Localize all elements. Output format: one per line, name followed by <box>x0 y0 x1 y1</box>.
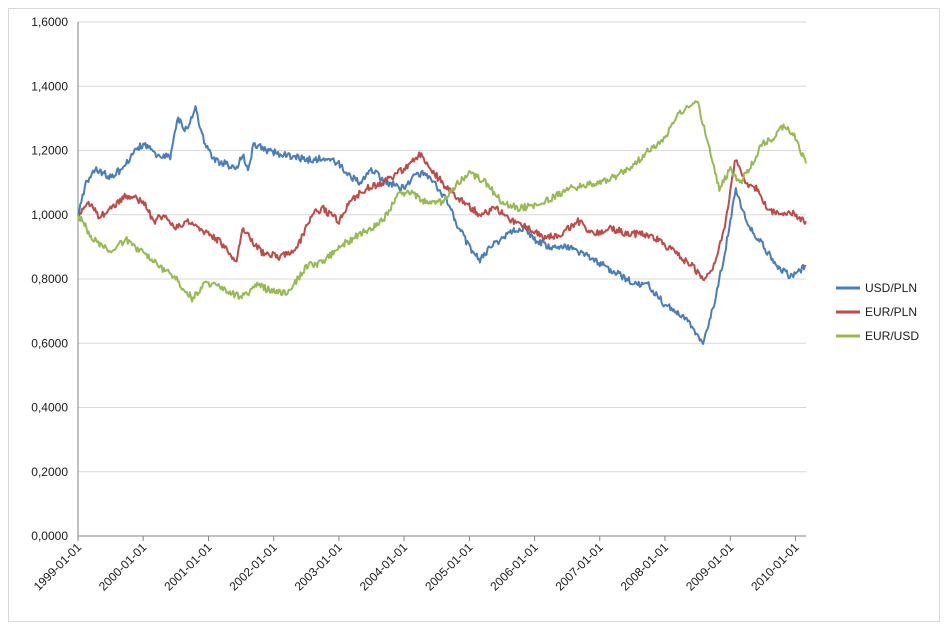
x-tick-label: 2008-01-01 <box>618 540 672 594</box>
y-tick-label: 1,2000 <box>31 144 68 158</box>
x-tick-label: 2006-01-01 <box>487 540 541 594</box>
y-axis-tick-labels: 0,0000 0,2000 0,4000 0,6000 0,8000 1,0000 1,20… <box>31 15 68 543</box>
y-tick-label: 0,0000 <box>31 529 68 543</box>
x-tick-label: 2000-01-01 <box>96 540 150 594</box>
x-tick-label: 2010-01-01 <box>748 540 802 594</box>
series-line-eur-pln <box>77 151 807 282</box>
legend-label-usd-pln: USD/PLN <box>865 281 917 295</box>
y-tick-label: 0,2000 <box>31 465 68 479</box>
y-tick-label: 1,6000 <box>31 15 68 29</box>
legend-label-eur-usd: EUR/USD <box>865 329 919 343</box>
x-tick-label: 2001-01-01 <box>161 540 215 594</box>
legend: USD/PLN EUR/PLN EUR/USD <box>836 281 919 343</box>
series-line-eur-usd <box>77 100 807 303</box>
y-tick-label: 1,4000 <box>31 79 68 93</box>
grid-lines <box>78 21 806 473</box>
x-tick-label: 2003-01-01 <box>292 540 346 594</box>
x-tick-label: 2002-01-01 <box>227 540 281 594</box>
x-tick-label: 2004-01-01 <box>357 540 411 594</box>
y-tick-label: 0,4000 <box>31 401 68 415</box>
series-line-usd-pln <box>77 105 807 345</box>
x-axis-tick-labels: 1999-01-01 2000-01-01 2001-01-01 2002-01-01… <box>31 540 802 594</box>
y-tick-label: 1,0000 <box>31 208 68 222</box>
x-tick-label: 2009-01-01 <box>683 540 737 594</box>
x-tick-label: 2007-01-01 <box>553 540 607 594</box>
axes <box>77 22 806 541</box>
x-tick-label: 1999-01-01 <box>31 540 85 594</box>
y-tick-label: 0,8000 <box>31 272 68 286</box>
series-lines <box>77 100 807 345</box>
chart-frame <box>8 8 940 622</box>
y-tick-label: 0,6000 <box>31 336 68 350</box>
x-tick-label: 2005-01-01 <box>422 540 476 594</box>
legend-label-eur-pln: EUR/PLN <box>865 305 917 319</box>
